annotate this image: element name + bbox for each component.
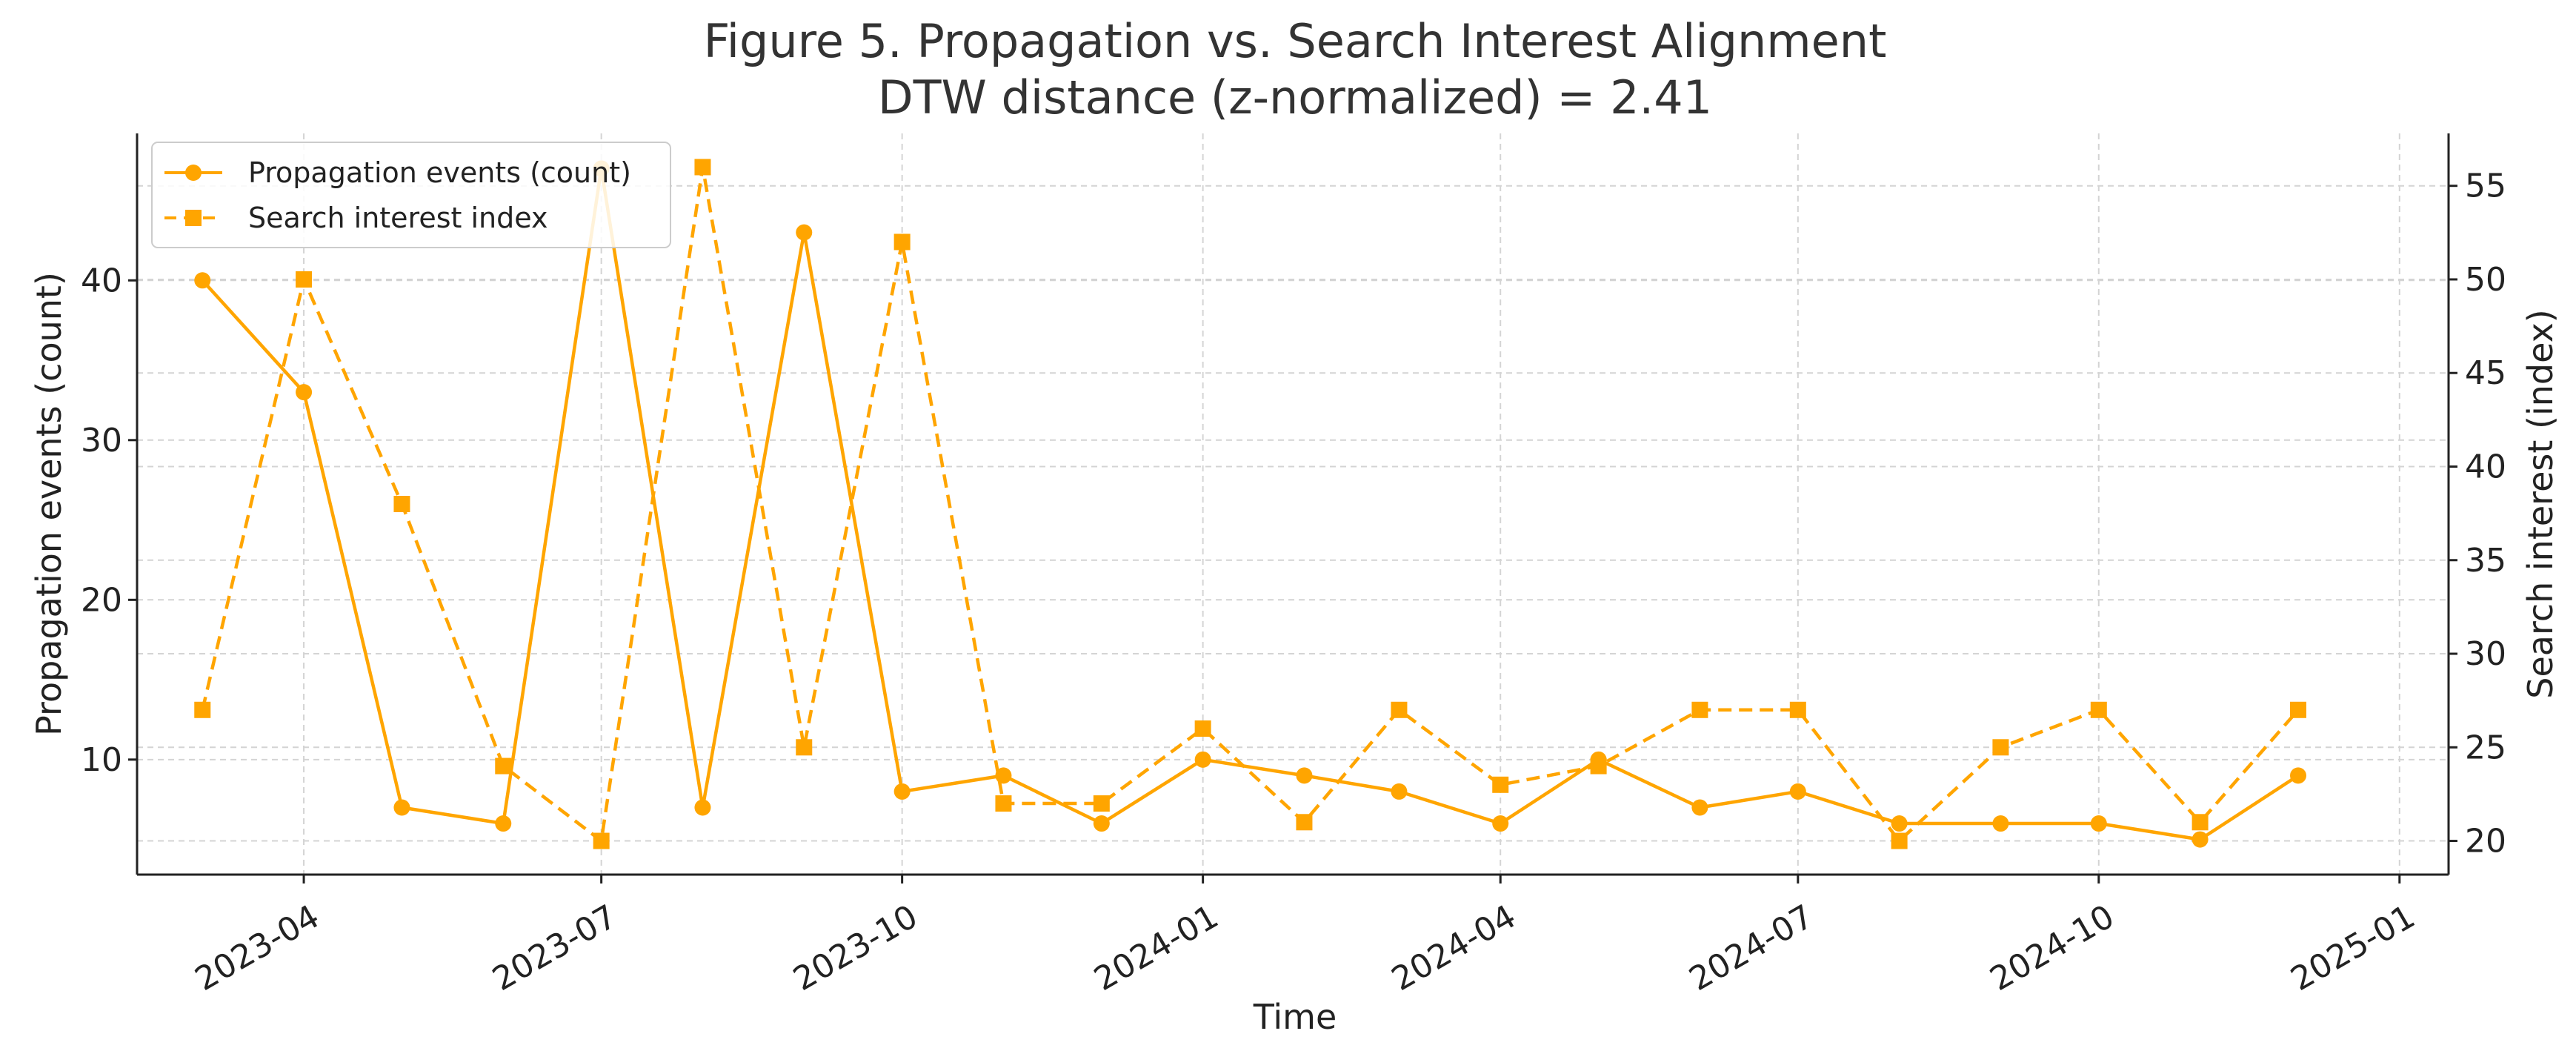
x-tick-label: 2023-07	[486, 898, 623, 998]
series-2-point	[2290, 701, 2307, 718]
series-2-point	[1492, 776, 1509, 793]
legend-label-search: Search interest index	[248, 202, 548, 234]
chart-title: Figure 5. Propagation vs. Search Interes…	[704, 14, 1887, 68]
series-2-point	[1590, 757, 1607, 775]
series-2	[194, 159, 2307, 849]
series-1-point	[1789, 783, 1806, 800]
series-2-point	[1992, 739, 2009, 756]
legend-entry-search: Search interest index	[164, 202, 548, 234]
y-right-axis-label: Search interest (index)	[2520, 309, 2560, 699]
x-tick-label: 2025-01	[2285, 898, 2422, 998]
x-axis-label: Time	[1253, 997, 1337, 1037]
y-left-tick-label: 10	[81, 741, 122, 779]
series-1-point	[1691, 799, 1708, 816]
series-1-point	[1093, 815, 1110, 832]
series-1-point	[296, 384, 313, 401]
y-right-tick-label: 20	[2465, 823, 2506, 861]
series-1-point	[1391, 783, 1408, 800]
y-right-tick-label: 45	[2465, 354, 2506, 392]
legend: Propagation events (count) Search intere…	[151, 142, 671, 248]
series-2-point	[194, 701, 211, 718]
y-right-tick-label: 50	[2465, 261, 2506, 299]
legend-entry-propagation: Propagation events (count)	[164, 156, 631, 189]
x-tick-label: 2024-07	[1683, 898, 1820, 998]
series-1-point	[995, 767, 1012, 784]
series-2-point	[393, 496, 410, 512]
series-2-point	[1093, 795, 1110, 812]
series-1-point	[1992, 815, 2009, 832]
x-tick-label: 2024-01	[1088, 898, 1225, 998]
legend-marker-square	[185, 210, 202, 226]
y-left-tick-label: 40	[81, 262, 122, 299]
x-axis-ticks: 2023-04 2023-07 2023-10 2024-01 2024-04 2024-…	[189, 875, 2421, 998]
legend-label-propagation: Propagation events (count)	[248, 156, 631, 189]
axes-spines	[136, 133, 2450, 876]
legend-marker-circle	[185, 165, 202, 181]
series-2-point	[995, 795, 1012, 812]
series-2-point	[1391, 701, 1408, 718]
x-tick-label: 2023-04	[189, 898, 326, 998]
y-right-tick-label: 55	[2465, 168, 2506, 205]
y-left-axis-ticks: 10 20 30 40	[81, 262, 137, 779]
series-2-line	[201, 165, 2300, 843]
chart-subtitle: DTW distance (z-normalized) = 2.41	[878, 70, 1712, 125]
series-1-point	[1296, 767, 1313, 784]
series-1-point	[796, 224, 813, 241]
series-layer	[194, 159, 2307, 849]
series-1-point	[393, 799, 410, 816]
series-1	[194, 160, 2307, 848]
x-tick-label: 2024-10	[1984, 898, 2121, 998]
series-2-point	[1691, 701, 1708, 718]
series-1-point	[694, 799, 711, 816]
series-1-line	[201, 167, 2300, 841]
series-1-point	[1492, 815, 1509, 832]
y-left-tick-label: 20	[81, 581, 122, 619]
y-right-axis-ticks: 20 25 30 35 40 45 50 55	[2449, 168, 2506, 861]
series-1-point	[1891, 815, 1908, 832]
y-right-tick-label: 25	[2465, 729, 2506, 766]
series-2-point	[1194, 720, 1211, 737]
series-1-point	[2191, 831, 2209, 848]
y-left-tick-label: 30	[81, 422, 122, 460]
series-2-point	[2191, 814, 2209, 831]
series-1-point	[194, 272, 211, 289]
series-2-point	[296, 271, 313, 288]
y-right-tick-label: 40	[2465, 448, 2506, 485]
x-tick-label: 2023-10	[787, 898, 924, 998]
series-1-point	[1194, 751, 1211, 768]
series-2-point	[593, 832, 610, 849]
series-1-point	[893, 783, 911, 800]
series-2-point	[2090, 701, 2107, 718]
series-2-point	[694, 159, 711, 176]
series-2-point	[1891, 832, 1908, 849]
legend-box	[151, 142, 671, 248]
series-2-point	[796, 739, 813, 756]
series-2-point	[1296, 814, 1313, 831]
series-2-point	[893, 233, 911, 251]
series-1-point	[495, 815, 512, 832]
x-tick-label: 2024-04	[1385, 898, 1522, 998]
y-right-tick-label: 35	[2465, 542, 2506, 580]
y-right-tick-label: 30	[2465, 635, 2506, 673]
y-left-axis-label: Propagation events (count)	[29, 272, 69, 736]
series-2-point	[1789, 701, 1806, 718]
series-1-point	[2090, 815, 2107, 832]
series-1-point	[2290, 767, 2307, 784]
series-2-point	[495, 757, 512, 775]
